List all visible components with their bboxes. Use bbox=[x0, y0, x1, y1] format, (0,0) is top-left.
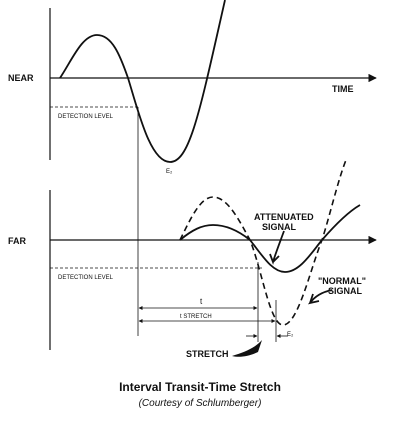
peak-label: E₂ bbox=[166, 169, 173, 175]
normal-signal bbox=[179, 159, 347, 326]
normal-pointer bbox=[307, 289, 333, 305]
peak-label: E₂ bbox=[287, 332, 294, 338]
near-panel: NEAR TIME DETECTION LEVEL E₂ bbox=[8, 0, 377, 336]
normal-label: "NORMAL" SIGNAL bbox=[318, 276, 366, 296]
caption-title: Interval Transit-Time Stretch bbox=[119, 380, 281, 394]
detection-label: DETECTION LEVEL bbox=[58, 275, 114, 281]
stretch-label: STRETCH bbox=[186, 349, 229, 359]
t-stretch-label: t STRETCH bbox=[180, 314, 212, 320]
attenuated-label: ATTENUATED SIGNAL bbox=[254, 212, 314, 232]
attenuated-pointer bbox=[269, 230, 285, 265]
t-label: t bbox=[200, 297, 203, 306]
stretch-pointer bbox=[232, 340, 262, 357]
caption-subtitle: (Courtesy of Schlumberger) bbox=[139, 398, 262, 409]
attenuated-signal bbox=[179, 204, 361, 273]
near-signal bbox=[59, 0, 226, 163]
near-label: NEAR bbox=[8, 73, 34, 83]
far-panel: FAR DETECTION LEVEL ATTENUATED SIGNAL "NO… bbox=[8, 159, 377, 359]
time-label: TIME bbox=[332, 84, 354, 94]
detection-label: DETECTION LEVEL bbox=[58, 114, 114, 120]
far-label: FAR bbox=[8, 236, 27, 246]
